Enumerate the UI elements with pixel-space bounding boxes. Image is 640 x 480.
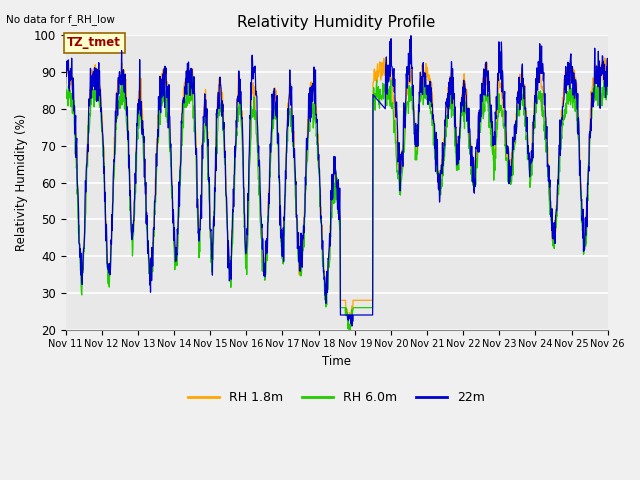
Title: Relativity Humidity Profile: Relativity Humidity Profile (237, 15, 436, 30)
Text: No data for f_RH_low: No data for f_RH_low (6, 14, 115, 25)
Text: TZ_tmet: TZ_tmet (67, 36, 121, 49)
Legend: RH 1.8m, RH 6.0m, 22m: RH 1.8m, RH 6.0m, 22m (183, 386, 490, 409)
Y-axis label: Relativity Humidity (%): Relativity Humidity (%) (15, 114, 28, 251)
X-axis label: Time: Time (322, 355, 351, 368)
